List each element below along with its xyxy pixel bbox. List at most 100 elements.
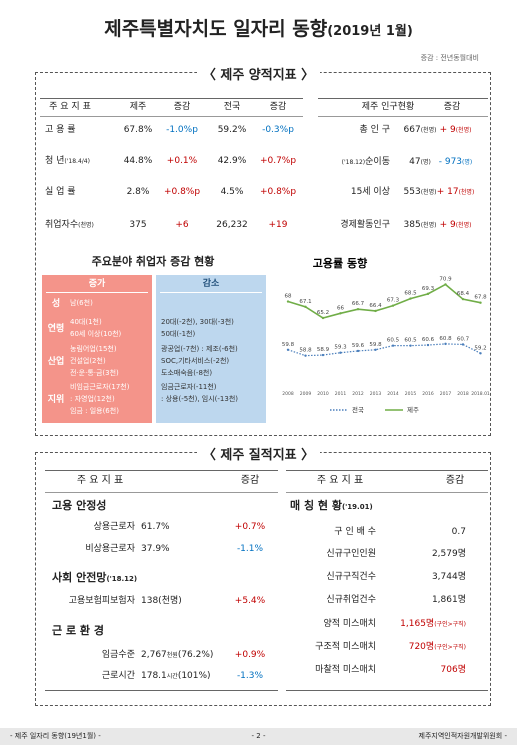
- value: - 973(명): [428, 158, 483, 167]
- value-unit: (천명): [455, 222, 472, 229]
- x-tick-label: 2014: [387, 391, 399, 397]
- title: 제주특별자치도 일자리 동향(2019년 1월): [0, 20, 517, 39]
- change-text: +5.4%: [234, 596, 266, 606]
- rule: [160, 292, 262, 293]
- section-heading-text: 〈 제주 질적지표 〉: [196, 448, 321, 463]
- section-title: 사회 안전망('18.12): [52, 572, 137, 583]
- column-header: 주 요 지 표: [76, 475, 124, 486]
- value: -0.3%p: [238, 126, 318, 135]
- group-line: 건설업(2천): [70, 357, 106, 365]
- data-label: 58.8: [299, 348, 312, 354]
- value: 553(천명): [395, 188, 445, 197]
- row-label-text: 순이동: [365, 157, 390, 167]
- data-label: 60.6: [422, 337, 435, 343]
- rule: [40, 116, 303, 117]
- x-tick-label: 2013: [370, 391, 382, 397]
- point: [461, 343, 465, 346]
- row-label-text: 근로시간: [101, 671, 135, 681]
- row-label-text: 경제활동인구: [340, 220, 390, 230]
- data-label: 66.7: [352, 301, 365, 307]
- change: +0.7%: [220, 523, 280, 532]
- group-line: 임금 : 일용(6천): [70, 407, 119, 415]
- footer-left: - 제주 일자리 동향(19년1월) -: [10, 732, 101, 740]
- row-label-text: 청 년: [45, 156, 65, 166]
- section-heading: 〈 제주 질적지표 〉: [0, 446, 517, 463]
- value: +0.8%p: [142, 188, 222, 197]
- value: 1,861명: [380, 596, 466, 605]
- section-title: 고용 안정성: [52, 500, 106, 511]
- data-label: 69.3: [422, 286, 435, 292]
- value-text: 2,767: [141, 650, 167, 660]
- data-label: 68: [285, 294, 292, 300]
- change-text: -1.3%: [236, 671, 264, 681]
- group-line: 농림어업(15천): [70, 345, 117, 353]
- footer-center: - 2 -: [251, 732, 266, 740]
- group-line: 도소매숙음(-8천): [161, 369, 213, 377]
- section-title-text: 근 로 환 경: [52, 624, 104, 637]
- value: 61.7%: [141, 523, 170, 532]
- group-label: 성: [51, 299, 61, 309]
- section-title: 매 칭 현 황('19.01): [290, 500, 373, 511]
- rule: [318, 98, 488, 99]
- section-title-text: 사회 안전망: [52, 571, 107, 584]
- column-header: 증감: [240, 475, 260, 486]
- point: [479, 352, 482, 355]
- row-label-unit: (천명): [78, 222, 94, 229]
- value: 178.1시간(101%): [141, 672, 211, 681]
- group-line: 전·운·통·금(3천): [70, 369, 119, 377]
- value: 2,579명: [380, 550, 466, 559]
- value: 706명: [380, 666, 466, 675]
- x-tick-label: 2012: [352, 391, 364, 397]
- row-label: 청 년('18.4/4): [45, 157, 105, 166]
- point: [444, 342, 447, 346]
- row-label: 근로시간: [45, 672, 135, 681]
- column-header: 주 요 지 표: [49, 102, 91, 112]
- series-line: [287, 283, 481, 319]
- section-title: 근 로 환 경: [52, 625, 104, 636]
- value-unit: (구인>구직): [434, 621, 466, 628]
- group-label: 지위: [47, 395, 65, 405]
- value: 385(천명): [395, 221, 445, 230]
- value-text: 2.8%: [126, 187, 150, 197]
- value-unit: (천명): [420, 222, 437, 229]
- increase-panel: [42, 275, 152, 423]
- data-label: 68.4: [457, 291, 470, 297]
- section-title-note: ('18.12): [106, 575, 138, 583]
- row-label: 경제활동인구: [318, 221, 390, 230]
- value-unit: (천명): [420, 189, 437, 196]
- value-text: + 9: [439, 220, 456, 230]
- value-text: 1,165명: [400, 619, 435, 629]
- value: 42.9%: [192, 157, 272, 166]
- value: 138(천명): [141, 597, 182, 606]
- row-label: 신규구인인원: [286, 550, 376, 559]
- column-header: 증감: [443, 102, 461, 112]
- value: 4.5%: [192, 188, 272, 197]
- row-label: 양적 미스매치: [286, 620, 376, 629]
- value-text: 26,232: [216, 220, 248, 230]
- data-label: 60.5: [387, 338, 400, 344]
- rule: [45, 492, 278, 493]
- value-unit: 천원: [166, 652, 178, 659]
- value: +0.1%: [142, 157, 222, 166]
- point: [374, 309, 377, 313]
- value-text: 67.8%: [123, 125, 153, 135]
- value: 47(명): [395, 158, 445, 167]
- value-text: -1.0%p: [166, 125, 198, 135]
- rule: [45, 470, 278, 471]
- column-header: 전국: [223, 102, 241, 112]
- value-unit: (구인>구직): [434, 644, 466, 651]
- row-label: 신규구직건수: [286, 573, 376, 582]
- value: 2,767천원(76.2%): [141, 651, 213, 660]
- x-tick-label: 2011: [335, 391, 347, 397]
- row-label: 비상용근로자: [45, 545, 135, 554]
- series-line: [287, 343, 481, 357]
- data-label: 58.9: [317, 347, 330, 353]
- sectors-title: 주요분야 취업자 증감 현황: [91, 255, 215, 268]
- point: [339, 351, 342, 354]
- value: 44.8%: [98, 157, 178, 166]
- value: 37.9%: [141, 545, 170, 554]
- group-label: 산업: [47, 357, 65, 367]
- row-label-prefix: ('18.12): [341, 159, 366, 166]
- row-label: 신규취업건수: [286, 596, 376, 605]
- column-header: 증감: [445, 475, 465, 486]
